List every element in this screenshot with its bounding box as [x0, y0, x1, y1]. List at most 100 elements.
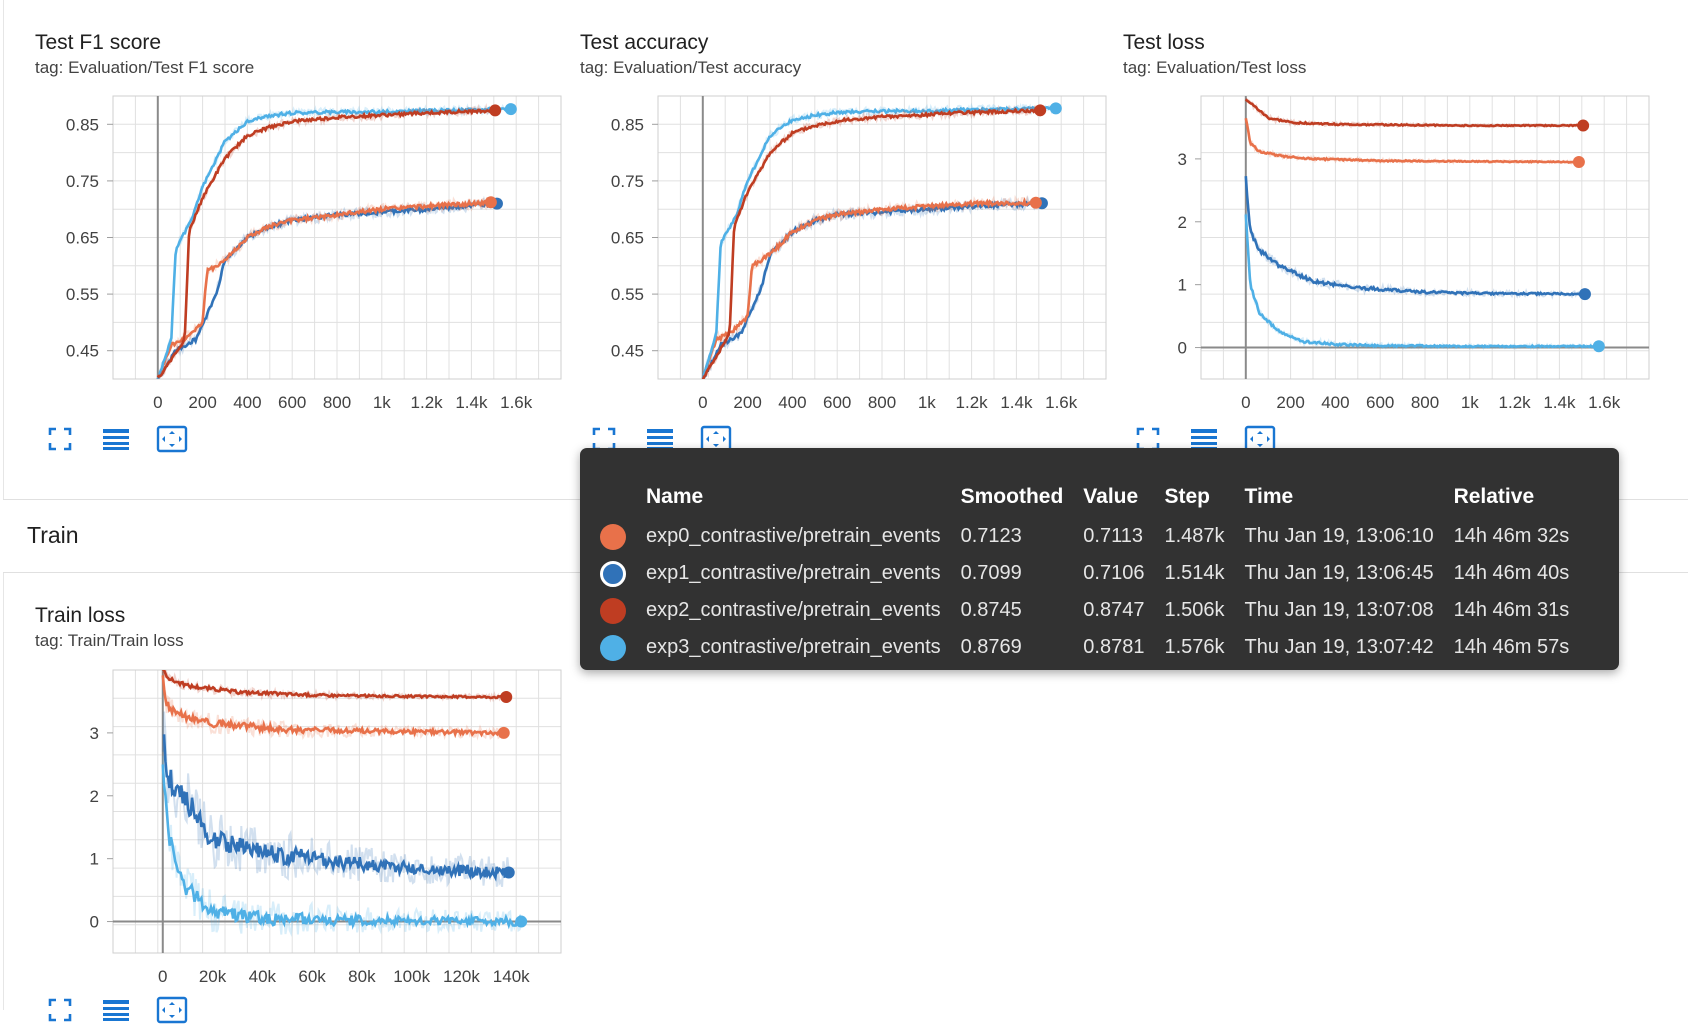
x-tick-label: 200 [1276, 393, 1304, 412]
y-tick-label: 0.55 [66, 285, 99, 304]
x-tick-label: 400 [233, 393, 261, 412]
run-name: exp2_contrastive/pretrain_events [646, 599, 941, 621]
x-tick-label: 1.4k [1000, 393, 1033, 412]
series-end-point[interactable] [1578, 288, 1591, 301]
fullscreen-button[interactable] [1131, 424, 1165, 458]
section-title: Train [27, 522, 79, 548]
plot-frame [112, 669, 562, 954]
x-tick-label: 200 [733, 393, 761, 412]
x-tick-label: 600 [1366, 393, 1394, 412]
tooltip-header-row: Name Smoothed Value Step Time Relative [600, 482, 1589, 518]
run-time: Thu Jan 19, 13:07:08 [1244, 599, 1434, 621]
series-end-point[interactable] [1572, 156, 1585, 169]
run-step: 1.514k [1164, 562, 1225, 584]
fit-domain-icon [156, 996, 188, 1029]
fullscreen-icon [47, 997, 73, 1028]
fit-domain-button[interactable] [155, 995, 189, 1029]
series-line[interactable] [1244, 117, 1580, 164]
data-table-icon [101, 997, 131, 1028]
series-end-point[interactable] [1034, 104, 1047, 117]
hover-tooltip: Name Smoothed Value Step Time Relative e… [580, 448, 1619, 670]
chart-title: Test accuracy [580, 31, 709, 54]
chart-tag: tag: Evaluation/Test loss [1123, 58, 1307, 77]
run-value: 0.8781 [1083, 636, 1145, 658]
y-tick-label: 1 [1178, 276, 1187, 295]
series-end-point[interactable] [515, 915, 528, 928]
series-end-point[interactable] [484, 196, 497, 209]
data-table-button[interactable] [99, 424, 133, 458]
fit-domain-button[interactable] [155, 424, 189, 458]
series-end-point[interactable] [502, 866, 515, 879]
x-tick-label: 400 [778, 393, 806, 412]
test-loss-plot[interactable]: 3 2 1 0 0 200 400 600 800 1k 1.2k 1.4k 1.6k [0, 0, 1688, 430]
tooltip-row: exp3_contrastive/pretrain_events 0.8769 … [600, 629, 1589, 666]
y-tick-label: 0.75 [66, 172, 99, 191]
chart-toolbar [43, 995, 189, 1029]
series-end-point[interactable] [497, 726, 510, 739]
chart-tag: tag: Train/Train loss [35, 631, 184, 650]
series-line[interactable] [162, 670, 507, 700]
chart-tag: tag: Evaluation/Test accuracy [580, 58, 802, 77]
series-line[interactable] [162, 734, 510, 882]
series-end-point[interactable] [1592, 340, 1605, 353]
y-tick-label: 0.55 [611, 285, 644, 304]
run-value: 0.8747 [1083, 599, 1145, 621]
x-tick-label: 800 [323, 393, 351, 412]
run-smoothed: 0.8769 [960, 636, 1022, 658]
series-line[interactable] [156, 197, 492, 378]
series-end-point[interactable] [500, 691, 513, 704]
x-tick-label: 800 [1411, 393, 1439, 412]
run-swatch [600, 629, 646, 666]
x-tick-label: 100k [393, 967, 430, 986]
test-f1-plot[interactable]: 0.85 0.75 0.65 0.55 0.45 0 200 400 600 800 1k 1.2k 1… [0, 0, 600, 430]
chart-title: Test F1 score [35, 31, 162, 54]
series-end-point[interactable] [489, 104, 502, 117]
x-tick-label: 0 [153, 393, 162, 412]
y-tick-label: 0 [90, 913, 99, 932]
train-loss-plot[interactable]: 3 2 1 0 0 20k 40k 60k 80k 100k 120k 140k [0, 0, 600, 1010]
tooltip-row: exp1_contrastive/pretrain_events 0.7099 … [600, 555, 1589, 592]
run-step: 1.487k [1164, 525, 1225, 547]
series-line[interactable] [1244, 214, 1600, 349]
run-step: 1.506k [1164, 599, 1225, 621]
fullscreen-button[interactable] [43, 424, 77, 458]
series-end-point[interactable] [1049, 102, 1062, 115]
x-tick-label: 120k [443, 967, 480, 986]
x-tick-label: 200 [188, 393, 216, 412]
run-swatch [600, 592, 646, 629]
series-line[interactable] [701, 105, 1057, 379]
series-line[interactable] [161, 675, 505, 739]
series-line[interactable] [156, 106, 512, 379]
series-end-point[interactable] [1577, 119, 1590, 132]
series-line[interactable] [156, 107, 496, 379]
fullscreen-icon [47, 426, 73, 457]
header-value: Value [1083, 485, 1139, 508]
x-tick-label: 0 [698, 393, 707, 412]
y-tick-label: 3 [1178, 150, 1187, 169]
fullscreen-icon [1135, 426, 1161, 457]
x-tick-label: 600 [278, 393, 306, 412]
data-table-button[interactable] [99, 995, 133, 1029]
x-tick-label: 20k [199, 967, 227, 986]
series-line[interactable] [1244, 176, 1586, 297]
y-tick-label: 0.85 [611, 115, 644, 134]
fullscreen-button[interactable] [43, 995, 77, 1029]
x-tick-label: 1.6k [1588, 393, 1621, 412]
x-tick-label: 1.6k [500, 393, 533, 412]
run-color-dot [600, 560, 626, 587]
series-line[interactable] [161, 764, 523, 930]
y-tick-label: 1 [90, 850, 99, 869]
header-swatch [600, 482, 646, 518]
series-end-point[interactable] [504, 103, 517, 116]
test-accuracy-plot[interactable]: 0.85 0.75 0.65 0.55 0.45 0 200 400 600 800 1k 1.2k 1… [0, 0, 1150, 430]
y-tick-label: 0.85 [66, 115, 99, 134]
series-end-point[interactable] [1029, 196, 1042, 209]
y-tick-label: 0.65 [611, 229, 644, 248]
fullscreen-button[interactable] [587, 424, 621, 458]
x-tick-label: 1k [918, 393, 936, 412]
series-line[interactable] [701, 197, 1037, 380]
series-line[interactable] [1244, 98, 1584, 128]
run-color-dot [600, 634, 626, 661]
series-line[interactable] [701, 107, 1041, 380]
series-raw-line [161, 711, 510, 888]
